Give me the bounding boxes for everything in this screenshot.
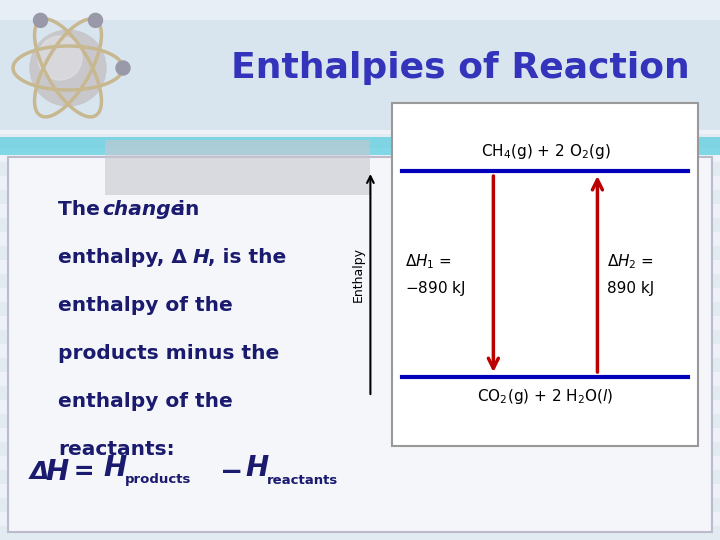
Circle shape bbox=[89, 14, 102, 28]
Text: , is the: , is the bbox=[208, 248, 287, 267]
Text: H: H bbox=[45, 458, 68, 486]
Text: reactants: reactants bbox=[267, 474, 338, 487]
Bar bbox=[0, 22, 720, 36]
Bar bbox=[0, 190, 720, 204]
Bar bbox=[0, 50, 720, 64]
Bar bbox=[0, 274, 720, 288]
Bar bbox=[0, 0, 720, 8]
Bar bbox=[0, 246, 720, 260]
Text: −: − bbox=[220, 458, 243, 486]
Text: Δ: Δ bbox=[30, 460, 50, 484]
Text: H: H bbox=[193, 248, 210, 267]
Text: products: products bbox=[125, 474, 192, 487]
Bar bbox=[8, 157, 712, 532]
Text: Enthalpy: Enthalpy bbox=[352, 247, 365, 301]
Bar bbox=[0, 442, 720, 456]
Text: CO$_2$(g) + 2 H$_2$O($l$): CO$_2$(g) + 2 H$_2$O($l$) bbox=[477, 387, 613, 406]
Bar bbox=[0, 498, 720, 512]
Text: $\Delta H_1$ =: $\Delta H_1$ = bbox=[405, 253, 451, 272]
Bar bbox=[105, 140, 370, 195]
Text: reactants:: reactants: bbox=[58, 440, 175, 459]
Circle shape bbox=[116, 61, 130, 75]
Bar bbox=[0, 386, 720, 400]
Text: 890 kJ: 890 kJ bbox=[606, 281, 654, 295]
Text: CH$_4$(g) + 2 O$_2$(g): CH$_4$(g) + 2 O$_2$(g) bbox=[480, 142, 611, 161]
Bar bbox=[0, 358, 720, 372]
Circle shape bbox=[38, 36, 82, 80]
Text: The: The bbox=[58, 200, 107, 219]
Bar bbox=[0, 134, 720, 148]
Bar bbox=[0, 302, 720, 316]
Circle shape bbox=[30, 30, 106, 106]
Text: $-$890 kJ: $-$890 kJ bbox=[405, 279, 465, 298]
Bar bbox=[0, 470, 720, 484]
Bar bbox=[0, 0, 720, 20]
Bar bbox=[0, 414, 720, 428]
Circle shape bbox=[34, 14, 48, 28]
Text: in: in bbox=[171, 200, 199, 219]
Text: H: H bbox=[245, 454, 269, 482]
Text: =: = bbox=[65, 460, 104, 484]
Bar bbox=[0, 0, 720, 130]
Text: enthalpy of the: enthalpy of the bbox=[58, 392, 233, 411]
Bar bbox=[392, 103, 698, 446]
Bar bbox=[0, 330, 720, 344]
Bar bbox=[0, 526, 720, 540]
Text: products minus the: products minus the bbox=[58, 344, 279, 363]
Text: Enthalpies of Reaction: Enthalpies of Reaction bbox=[230, 51, 689, 85]
Text: $\Delta H_2$ =: $\Delta H_2$ = bbox=[606, 253, 654, 272]
Bar bbox=[0, 218, 720, 232]
Text: H: H bbox=[103, 454, 126, 482]
Bar bbox=[0, 78, 720, 92]
Text: enthalpy of the: enthalpy of the bbox=[58, 296, 233, 315]
Text: enthalpy, Δ: enthalpy, Δ bbox=[58, 248, 187, 267]
Bar bbox=[0, 106, 720, 120]
Text: change: change bbox=[102, 200, 184, 219]
Bar bbox=[0, 162, 720, 176]
Bar bbox=[0, 137, 720, 155]
